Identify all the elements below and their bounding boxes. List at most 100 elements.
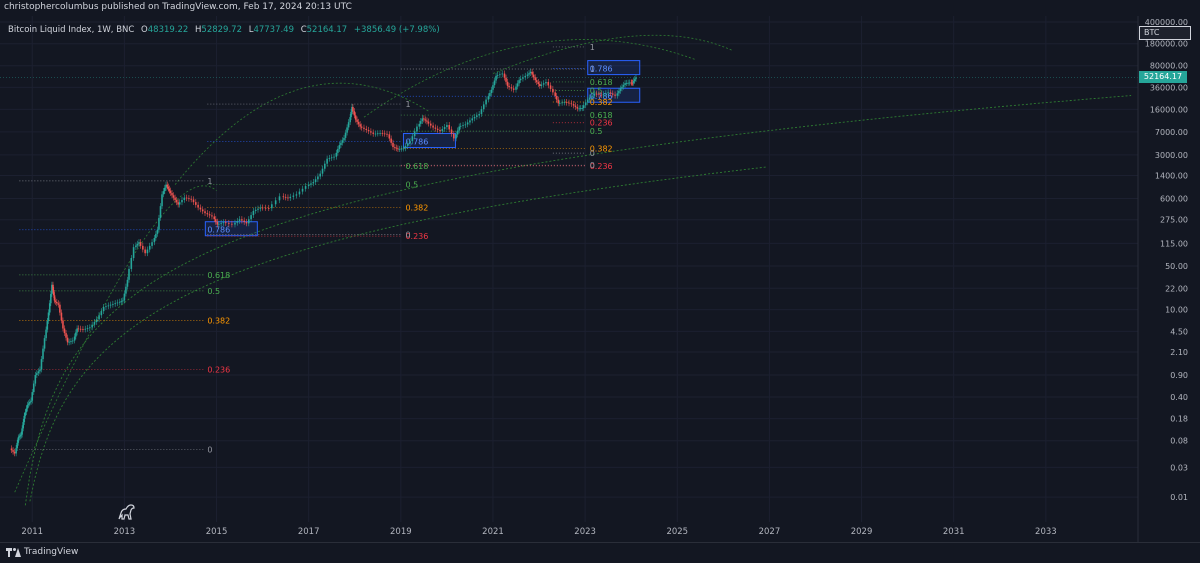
candle-body	[261, 207, 264, 209]
last-price-label: 52164.17	[1143, 72, 1183, 82]
candle-body	[591, 95, 593, 98]
candle-body	[349, 117, 351, 123]
candle-body	[165, 184, 167, 188]
candle-body	[542, 83, 545, 85]
candle-body	[540, 84, 543, 86]
candle-body	[581, 108, 584, 109]
candle-body	[586, 99, 589, 103]
candle-body	[354, 115, 357, 120]
fib-level-label: 0	[405, 230, 410, 239]
fib-0786-box	[402, 133, 456, 149]
candle-body	[493, 80, 496, 86]
candle-body	[250, 215, 252, 220]
candle-body	[628, 82, 631, 84]
candle-body	[231, 223, 233, 225]
candle-body	[554, 92, 556, 97]
fib-0786-box	[587, 60, 641, 76]
candle-body	[259, 207, 262, 209]
legend-close: 52164.17	[306, 25, 348, 35]
candle-body	[572, 104, 575, 106]
candle-body	[60, 312, 63, 321]
candle-body	[192, 199, 195, 203]
candle-body	[579, 108, 582, 110]
candle-body	[439, 129, 441, 132]
candle-body	[419, 121, 422, 124]
candle-body	[330, 157, 333, 159]
candle-body	[52, 284, 54, 291]
candle-body	[282, 196, 285, 198]
candle-body	[365, 128, 368, 130]
y-tick-label: 3000.00	[1155, 151, 1188, 160]
candle-body	[506, 81, 509, 86]
candle-body	[416, 126, 418, 132]
tradingview-logo[interactable]: TradingView	[6, 547, 78, 557]
legend-low: 47737.49	[253, 25, 294, 35]
candle-body	[59, 304, 61, 313]
candle-body	[146, 249, 149, 254]
candle-body	[241, 219, 243, 221]
candle-body	[222, 222, 225, 224]
y-tick-label: 400000.00	[1145, 18, 1188, 27]
candle-body	[287, 197, 289, 199]
last-price-badge: 52164.17	[1139, 71, 1187, 84]
fib-level-label: 0.618	[207, 271, 230, 280]
candle-body	[236, 220, 239, 223]
candle-body	[197, 204, 199, 208]
candle-body	[75, 332, 77, 337]
x-tick-label: 2023	[574, 527, 596, 537]
x-tick-label: 2015	[206, 527, 228, 537]
candle-body	[321, 168, 324, 174]
fib-0786-box	[204, 221, 258, 237]
candle-body	[172, 195, 175, 198]
candle-body	[107, 305, 110, 307]
candle-body	[28, 402, 31, 404]
candle-body	[195, 202, 197, 205]
candle-body	[631, 82, 634, 84]
candle-body	[70, 341, 72, 342]
legend-title: Bitcoin Liquid Index, 1W, BNC	[8, 25, 135, 35]
candle-body	[441, 129, 444, 132]
candle-body	[39, 369, 41, 372]
candle-body	[73, 336, 76, 341]
candle-body	[301, 188, 304, 192]
candle-body	[402, 148, 405, 150]
candle-body	[201, 209, 204, 212]
candle-body	[436, 128, 439, 130]
candle-body	[418, 123, 421, 127]
candle-body	[91, 324, 93, 328]
fib-level-label: 0.382	[207, 317, 230, 326]
fib-level-label: 0.5	[590, 87, 603, 96]
candle-body	[404, 145, 407, 149]
candle-body	[578, 108, 580, 110]
x-tick-label: 2031	[943, 527, 965, 537]
candle-body	[46, 321, 49, 330]
candle-body	[593, 93, 596, 96]
candle-body	[32, 383, 35, 393]
candle-body	[114, 303, 116, 305]
candle-body	[471, 118, 474, 121]
candle-body	[123, 293, 126, 301]
candle-body	[243, 220, 245, 223]
candle-body	[247, 219, 250, 224]
candle-body	[45, 329, 47, 339]
candle-body	[112, 303, 114, 305]
candle-body	[63, 328, 66, 334]
candle-body	[528, 73, 530, 75]
candle-body	[495, 75, 497, 81]
candle-body	[489, 93, 491, 97]
ticker-badge[interactable]: BTC	[1139, 26, 1191, 40]
candle-body	[17, 437, 20, 443]
candle-body	[284, 196, 287, 198]
tradingview-logo-icon	[6, 547, 21, 557]
candle-body	[79, 328, 82, 330]
fib-arc	[363, 39, 696, 118]
x-tick-label: 2021	[482, 527, 504, 537]
candle-body	[537, 82, 540, 85]
y-tick-label: 7000.00	[1155, 128, 1188, 137]
candle-body	[568, 102, 570, 104]
candle-body	[333, 156, 335, 158]
candle-body	[314, 179, 317, 183]
candle-body	[163, 187, 166, 192]
candle-body	[570, 103, 573, 105]
